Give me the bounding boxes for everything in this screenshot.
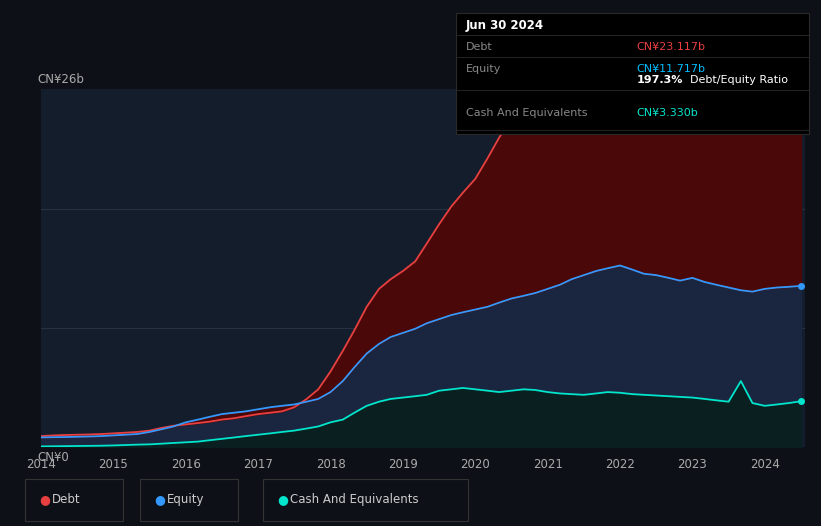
Text: CN¥26b: CN¥26b (37, 73, 84, 86)
Text: CN¥23.117b: CN¥23.117b (636, 42, 705, 52)
Text: 197.3%: 197.3% (636, 75, 682, 85)
Text: CN¥11.717b: CN¥11.717b (636, 64, 705, 74)
Text: Equity: Equity (167, 493, 204, 506)
Text: CN¥3.330b: CN¥3.330b (636, 108, 698, 118)
Text: Debt: Debt (466, 42, 493, 52)
Text: CN¥0: CN¥0 (37, 451, 69, 464)
Text: ●: ● (277, 493, 288, 506)
Text: Cash And Equivalents: Cash And Equivalents (290, 493, 419, 506)
Text: Debt: Debt (52, 493, 80, 506)
Text: Debt/Equity Ratio: Debt/Equity Ratio (690, 75, 787, 85)
Text: Cash And Equivalents: Cash And Equivalents (466, 108, 587, 118)
Text: Jun 30 2024: Jun 30 2024 (466, 19, 544, 32)
Text: ●: ● (154, 493, 165, 506)
Text: ●: ● (39, 493, 50, 506)
Text: Equity: Equity (466, 64, 501, 74)
